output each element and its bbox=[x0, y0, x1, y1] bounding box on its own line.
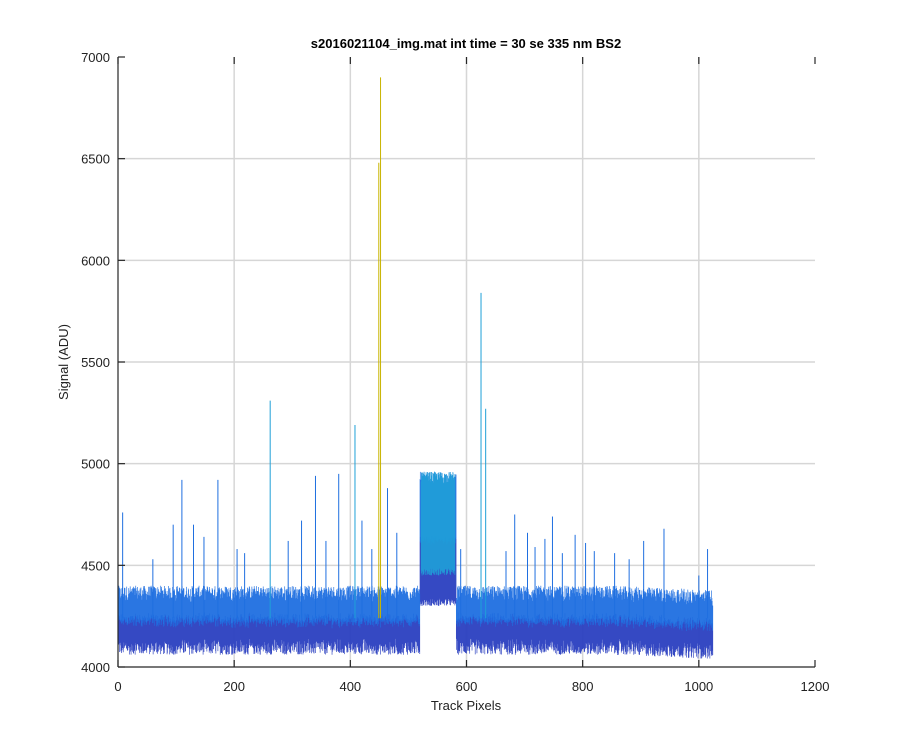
x-tick-label: 800 bbox=[572, 679, 594, 694]
x-tick-label: 1000 bbox=[684, 679, 713, 694]
plateau-band bbox=[420, 471, 456, 576]
chart-title: s2016021104_img.mat int time = 30 se 335… bbox=[311, 36, 621, 51]
y-tick-labels: 4000 4500 5000 5500 6000 6500 7000 bbox=[81, 50, 110, 675]
y-tick-label: 5500 bbox=[81, 355, 110, 370]
y-axis-label: Signal (ADU) bbox=[56, 324, 71, 400]
data-series bbox=[118, 77, 714, 659]
x-tick-label: 200 bbox=[223, 679, 245, 694]
gridlines bbox=[118, 57, 815, 667]
axes bbox=[117, 56, 816, 668]
y-tick-label: 7000 bbox=[81, 50, 110, 65]
y-tick-label: 5000 bbox=[81, 457, 110, 472]
y-tick-label: 4000 bbox=[81, 660, 110, 675]
x-tick-label: 400 bbox=[339, 679, 361, 694]
x-axis-label: Track Pixels bbox=[431, 698, 502, 713]
x-tick-label: 0 bbox=[114, 679, 121, 694]
y-tick-label: 6500 bbox=[81, 152, 110, 167]
x-tick-labels: 0 200 400 600 800 1000 1200 bbox=[114, 679, 829, 694]
x-tick-label: 600 bbox=[456, 679, 478, 694]
y-tick-label: 6000 bbox=[81, 253, 110, 268]
x-tick-label: 1200 bbox=[801, 679, 830, 694]
y-tick-label: 4500 bbox=[81, 558, 110, 573]
